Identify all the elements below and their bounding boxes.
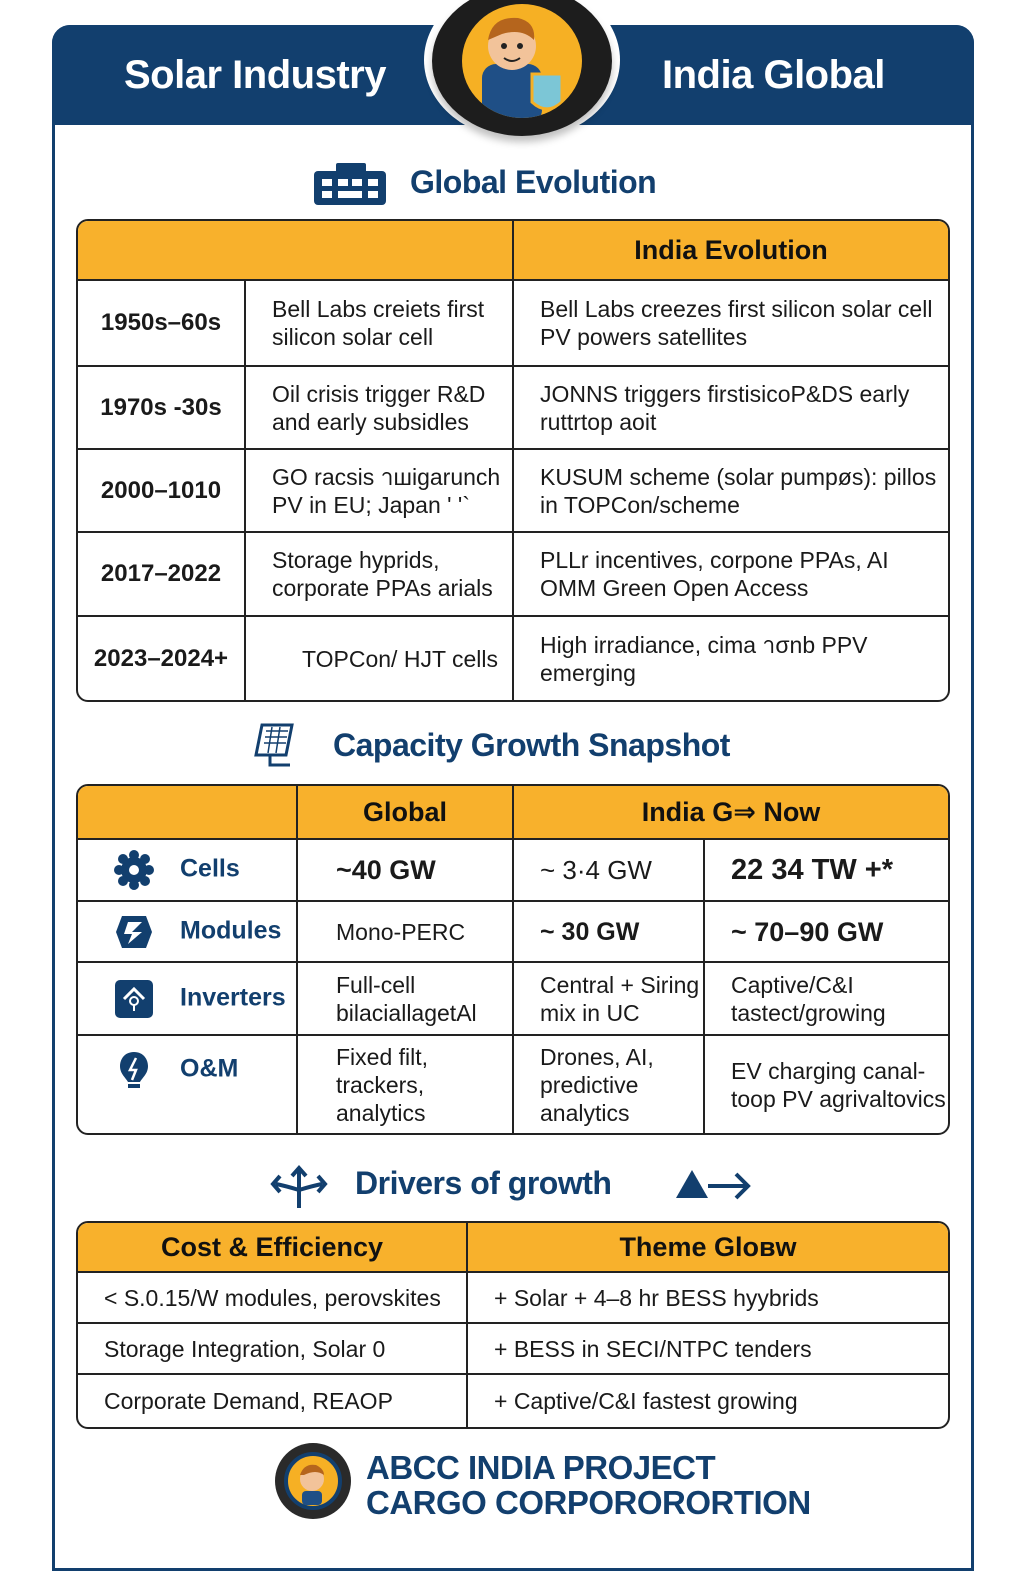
inverter-house-icon [115, 979, 153, 1018]
header-left-title: Solar Industry [124, 53, 386, 97]
driver-left-cell: < S.0.15/W modules, perovskites [78, 1273, 468, 1324]
capacity-header-blank [78, 786, 298, 840]
table-row: 2017–2022 Storage hyprids, corporate PPAs… [78, 533, 948, 617]
period-cell: 1950s–60s [78, 281, 246, 367]
row-label-text: Cells [180, 854, 240, 883]
table-row: < S.0.15/W modules, perovskites + Solar +… [78, 1273, 948, 1324]
row-label-text: Modules [180, 916, 282, 945]
global-cell: Full-cell bilaciallagetAl [298, 963, 514, 1036]
global-cell: ~40 GW [298, 840, 514, 902]
global-cell: Mono-PERC [298, 902, 514, 963]
india-cell: KUSUM scheme (solar pumpøs): pillos in T… [514, 450, 948, 533]
solar-panel-icon [254, 723, 294, 767]
driver-right-cell: + Solar + 4–8 hr BESS hyybrids [468, 1273, 948, 1324]
global-cell: Oil crisis trigger R&D and early subsidl… [246, 367, 514, 450]
india-cell: Drones, AI, predictive analytics [514, 1036, 705, 1133]
india-cell: ~ 30 GW [514, 902, 705, 963]
mascot-tire-badge-icon [432, 0, 612, 136]
table-row: 1970s -30s Oil crisis trigger R&D and ear… [78, 367, 948, 450]
table-row: O&M Fixed filt, trackers, analytics Dron… [78, 1036, 948, 1133]
table-row: 2023–2024+ TOPCon/ HJT cells High irradian… [78, 617, 948, 700]
now-cell: Captive/C&I tastect/growing [705, 963, 948, 1036]
india-cell: Central + Siring mix in UC [514, 963, 705, 1036]
india-cell: PLLr incentives, corpone PPAs, AI OMM Gr… [514, 533, 948, 617]
lightning-badge-icon [116, 915, 152, 948]
capacity-header-global: Global [298, 786, 514, 840]
table-row: Corporate Demand, REAOP + Captive/C&I fas… [78, 1375, 948, 1427]
section-title-global-evolution: Global Evolution [410, 164, 657, 200]
india-cell: Bell Labs creezes first silicon solar ce… [514, 281, 948, 367]
table-row: Inverters Full-cell bilaciallagetAl Cent… [78, 963, 948, 1036]
evolution-header-blank [78, 221, 514, 281]
row-label-modules: Modules [78, 902, 298, 963]
driver-left-cell: Corporate Demand, REAOP [78, 1375, 468, 1427]
capacity-table: Global India G⇒ Now Cells ~40 GW ~ 3·4 GW… [76, 784, 950, 1135]
bulb-bolt-icon [120, 1052, 148, 1088]
global-cell: TOPCon/ HJT cells [246, 617, 514, 700]
table-row: 1950s–60s Bell Labs creiets first silicon… [78, 281, 948, 367]
row-label-text: O&M [180, 1054, 239, 1083]
table-row: Storage Integration, Solar 0 + BESS in SE… [78, 1324, 948, 1375]
global-cell: GO racsis าшigarunch PV in EU; Japan ' '… [246, 450, 514, 533]
table-row: Cells ~40 GW ~ 3·4 GW 22 34 TW +* [78, 840, 948, 902]
row-label-inverters: Inverters [78, 963, 298, 1036]
mascot-logo-icon [275, 1443, 351, 1519]
driver-right-cell: + Captive/C&I fastest growing [494, 1388, 798, 1414]
driver-left-cell: Storage Integration, Solar 0 [78, 1324, 468, 1375]
evolution-header-india: India Evolution [514, 221, 948, 281]
india-cell: ~ 3·4 GW [514, 840, 705, 902]
drivers-header-left: Cost & Efficiency [78, 1223, 468, 1273]
row-label-om: O&M [78, 1036, 298, 1133]
period-cell: 1970s -30s [78, 367, 246, 450]
footer-line-1: ABCC INDIA PROJECT [366, 1449, 716, 1486]
evolution-table: India Evolution 1950s–60s Bell Labs creie… [76, 219, 950, 702]
section-title-drivers: Drivers of growth [355, 1165, 612, 1201]
india-cell: JONNS triggers firstisicoP&DS early rutt… [514, 367, 948, 450]
footer-line-2: CARGO CORPORORORTION [366, 1484, 811, 1521]
table-row: 2000–1010 GO racsis าшigarunch PV in EU; … [78, 450, 948, 533]
row-label-cells: Cells [78, 840, 298, 902]
drivers-header-right: Theme Gloʙw [468, 1223, 948, 1273]
global-cell: Storage hyprids, corporate PPAs arials [246, 533, 514, 617]
triangle-arrow-icon [676, 1170, 751, 1200]
now-cell: ~ 70–90 GW [705, 902, 948, 963]
split-arrows-icon [270, 1164, 328, 1208]
gear-icon [114, 850, 154, 890]
now-cell: 22 34 TW +* [705, 840, 948, 902]
period-cell: 2017–2022 [78, 533, 246, 617]
period-cell: 2023–2024+ [78, 617, 246, 700]
period-cell: 2000–1010 [78, 450, 246, 533]
header-right-title: India Global [662, 53, 885, 97]
capacity-header-india: India G⇒ Now [514, 786, 948, 840]
driver-right-cell: + BESS in SECI/NTPC tenders [468, 1324, 948, 1375]
building-grid-icon [314, 163, 386, 205]
section-title-capacity: Capacity Growth Snapshot [333, 727, 730, 763]
global-cell: Bell Labs creiets first silicon solar ce… [246, 281, 514, 367]
india-cell: High irradiance, cima าσnb PPV emerging [540, 631, 868, 686]
drivers-table: Cost & Efficiency Theme Gloʙw < S.0.15/W … [76, 1221, 950, 1429]
row-label-text: Inverters [180, 983, 286, 1012]
table-row: Modules Mono-PERC ~ 30 GW ~ 70–90 GW [78, 902, 948, 963]
now-cell: EV charging canal-toop PV agrivaltovics [731, 1057, 946, 1112]
global-cell: Fixed filt, trackers, analytics [298, 1036, 514, 1133]
